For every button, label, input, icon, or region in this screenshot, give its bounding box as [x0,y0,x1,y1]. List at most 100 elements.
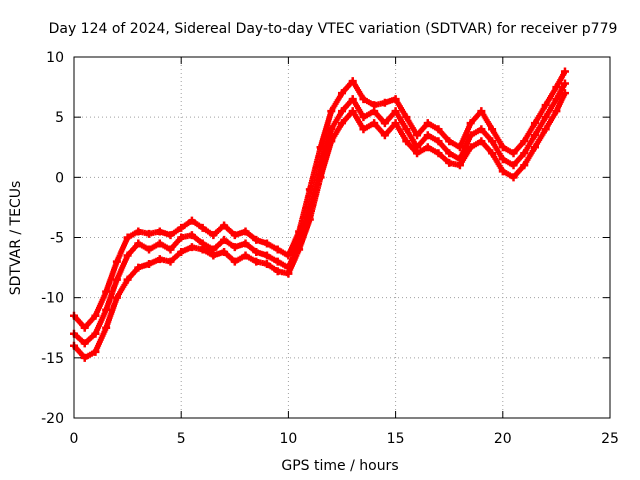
data-point [359,125,368,134]
data-point [134,227,143,236]
data-point [552,107,561,116]
data-point [145,245,154,254]
axis-ticks [73,56,611,419]
x-tick-labels: 0 5 10 15 20 25 [70,431,619,447]
data-point [102,323,111,332]
data-point [155,227,164,236]
x-tick-label: 15 [387,431,405,447]
chart-title: Day 124 of 2024, Sidereal Day-to-day VTE… [49,21,618,37]
y-tick-label: 10 [46,50,64,66]
data-point [230,257,239,266]
data-point [434,137,443,146]
data-point [380,98,389,107]
data-point [466,131,475,140]
data-point [423,143,432,152]
data-point [445,149,454,158]
data-point [445,137,454,146]
data-point [112,257,121,266]
x-tick-label: 20 [494,431,512,447]
data-point [166,257,175,266]
data-point [134,263,143,272]
data-point [520,161,529,170]
data-point [498,167,507,176]
series-2-markers [71,80,568,347]
data-point [327,107,336,116]
data-point [91,347,100,356]
data-point [402,113,411,122]
data-point [80,323,89,332]
data-point [166,245,175,254]
data-point [552,83,561,92]
data-point [198,245,207,254]
data-point [466,143,475,152]
data-point [488,137,497,146]
data-point [560,67,569,76]
data-point [509,173,518,182]
data-point [177,223,186,232]
data-point [498,155,507,164]
data-point [262,251,271,260]
data-point [380,119,389,128]
data-point [252,257,261,266]
data-point [498,143,507,152]
data-point [187,231,196,240]
data-point [423,131,432,140]
grid [74,57,610,418]
data-point [80,339,89,348]
data-point [273,257,282,266]
data-point [413,131,422,140]
data-point [220,247,229,256]
data-point [541,125,550,134]
data-point [262,259,271,268]
y-tick-label: 0 [55,170,64,186]
y-axis-label: SDTVAR / TECUs [8,181,24,296]
data-point [509,149,518,158]
y-tick-label: -5 [50,231,64,247]
data-point [155,239,164,248]
data-point [209,231,218,240]
data-point [541,101,550,110]
data-point [348,107,357,116]
y-tick-label: 5 [55,110,64,126]
data-point [477,125,486,134]
data-point [338,119,346,128]
data-point [273,267,282,276]
data-point [560,89,569,98]
data-point [509,161,518,170]
data-point [112,293,121,302]
x-axis-label: GPS time / hours [281,458,398,474]
data-point [145,229,154,238]
data-point [123,233,132,242]
data-point [327,137,336,146]
data-point [241,251,250,260]
data-point [305,215,314,224]
data-point [434,149,443,158]
data-point [284,269,293,278]
data-point [530,119,539,128]
data-point [370,119,379,128]
data-point [230,243,239,252]
data-point [252,247,261,256]
data-point [112,275,121,284]
y-tick-label: -15 [41,351,64,367]
data-point [391,119,400,128]
y-tick-labels: -20 -15 -10 -5 0 5 10 [41,50,64,427]
data-point [91,329,100,338]
data-point [413,149,422,158]
data-point [177,247,186,256]
y-tick-label: -20 [41,411,64,427]
data-point [359,113,368,122]
data-point [402,137,411,146]
data-point [123,275,132,284]
data-point [530,131,539,140]
data-point [166,231,175,240]
data-point [359,95,368,104]
data-point [80,353,89,362]
data-point [155,255,164,264]
data-point [348,95,357,104]
data-point [370,107,379,116]
data-point [391,95,400,104]
data-point [91,311,100,320]
data-point [102,305,111,314]
